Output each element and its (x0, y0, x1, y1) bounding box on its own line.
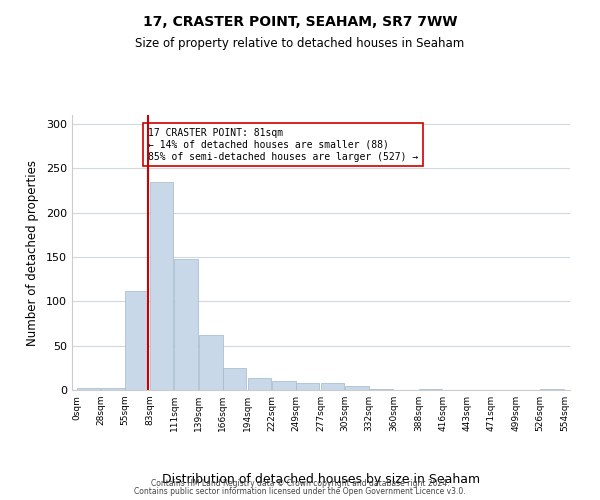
Text: Contains public sector information licensed under the Open Government Licence v3: Contains public sector information licen… (134, 488, 466, 496)
Bar (540, 389, 563, 390)
X-axis label: Distribution of detached houses by size in Seaham: Distribution of detached houses by size … (162, 473, 480, 486)
Bar (346, 386, 369, 390)
Text: Size of property relative to detached houses in Seaham: Size of property relative to detached ho… (136, 38, 464, 51)
Bar (101, 388, 125, 390)
Y-axis label: Number of detached properties: Number of detached properties (26, 160, 39, 346)
Text: Contains HM Land Registry data © Crown copyright and database right 2024.: Contains HM Land Registry data © Crown c… (151, 478, 449, 488)
Bar (175, 258, 198, 390)
Text: 17 CRASTER POINT: 81sqm
← 14% of detached houses are smaller (88)
85% of semi-de: 17 CRASTER POINT: 81sqm ← 14% of detache… (148, 128, 418, 162)
Bar (150, 182, 173, 390)
Text: 17, CRASTER POINT, SEAHAM, SR7 7WW: 17, CRASTER POINT, SEAHAM, SR7 7WW (143, 15, 457, 29)
Bar (125, 290, 148, 390)
Bar (223, 368, 247, 390)
Bar (321, 383, 344, 390)
Bar (199, 335, 223, 390)
Bar (419, 389, 442, 390)
Bar (369, 389, 392, 390)
Bar (296, 383, 319, 390)
Bar (272, 381, 296, 390)
Bar (77, 388, 100, 390)
Bar (248, 378, 271, 390)
